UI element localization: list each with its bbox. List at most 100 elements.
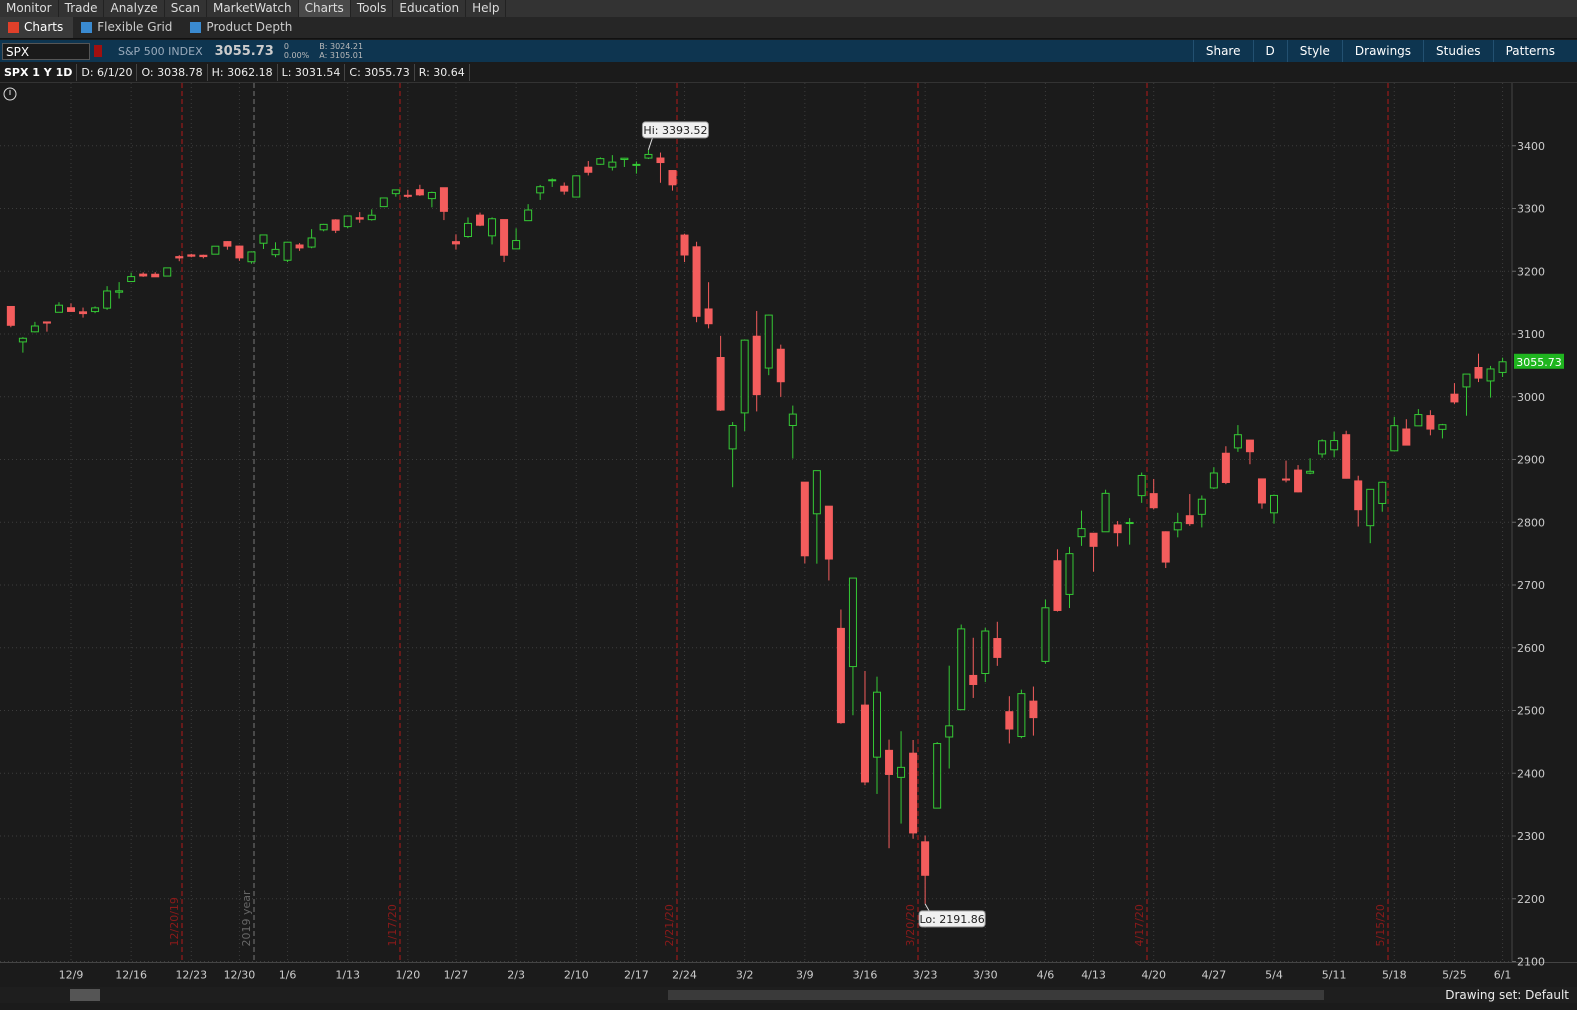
candle-body [776, 348, 785, 383]
candle-body [536, 186, 545, 194]
candle-body [1414, 414, 1423, 427]
candle-body [1426, 415, 1435, 430]
y-tick-label: 2700 [1517, 579, 1545, 592]
x-tick-label: 2/10 [564, 969, 589, 982]
link-icon[interactable] [94, 45, 102, 57]
x-tick-label: 2/17 [624, 969, 649, 982]
candle-body [488, 218, 497, 237]
event-label: 2019 year [240, 890, 253, 947]
candle-body [885, 749, 894, 775]
annotation-pointer [924, 903, 930, 912]
candle-body [415, 189, 424, 196]
toolbar-button[interactable]: Studies [1423, 40, 1493, 62]
y-tick-label: 3000 [1517, 391, 1545, 404]
candle-body [1029, 700, 1038, 719]
candle-body [235, 245, 244, 259]
candle-body [752, 335, 761, 396]
candle-body [427, 191, 436, 200]
tab[interactable]: Flexible Grid [73, 17, 182, 38]
x-tick-label: 12/16 [115, 969, 147, 982]
ask: A: 3105.01 [319, 51, 363, 60]
x-tick-label: 4/27 [1201, 969, 1226, 982]
scroll-button[interactable] [70, 989, 100, 1001]
y-tick-label: 2900 [1517, 454, 1545, 467]
candle-body [608, 161, 617, 168]
candle-body [1390, 425, 1399, 452]
candle-body [512, 240, 521, 250]
symbol-input[interactable]: SPX [2, 42, 90, 60]
candle-body [704, 308, 713, 325]
menu-item[interactable]: Monitor [0, 0, 59, 17]
candle-body [151, 273, 160, 278]
candle-body [211, 245, 220, 255]
candle-body [1330, 440, 1339, 451]
candle-body [656, 157, 665, 164]
annotation-box [641, 121, 709, 139]
info-field: O: 3038.78 [137, 64, 208, 81]
x-tick-label: 1/20 [395, 969, 420, 982]
candle-body [1101, 492, 1110, 533]
candle-body [800, 481, 809, 557]
candle-body [439, 187, 448, 212]
candle-body [163, 267, 172, 277]
toolbar-button[interactable]: D [1252, 40, 1287, 62]
bid: B: 3024.21 [319, 42, 364, 51]
candle-body [391, 189, 400, 195]
tab[interactable]: Charts [0, 17, 74, 38]
candle-body [199, 254, 208, 258]
info-field: H: 3062.18 [208, 64, 278, 81]
candle-body [271, 248, 280, 256]
chart: 2100 2200 2300 2400 2500 2600 2700 2800 2900 3000… [0, 83, 1577, 987]
menu-item[interactable]: Education [393, 0, 467, 17]
drawing-set: Drawing set: Default [1445, 988, 1569, 1002]
menu-item[interactable]: Charts [298, 0, 351, 17]
menu-item[interactable]: Trade [59, 0, 105, 17]
x-tick-label: 3/23 [913, 969, 938, 982]
candle-body [403, 194, 412, 197]
candle-body [921, 841, 930, 876]
menu-item[interactable]: Scan [165, 0, 207, 17]
candle-body [1125, 522, 1134, 525]
candle-body [331, 219, 340, 231]
menu-item[interactable]: Analyze [104, 0, 165, 17]
candle-body [812, 470, 821, 515]
candle-body [1486, 368, 1495, 382]
tab[interactable]: Product Depth [182, 17, 302, 38]
candle-body [1378, 481, 1387, 504]
tab-label: Product Depth [206, 20, 293, 34]
menu-item[interactable]: Help [466, 0, 507, 17]
candle-body [295, 244, 304, 249]
candle-body [1005, 711, 1014, 730]
symbol-description: S&P 500 INDEX [118, 44, 203, 58]
candle-body [1318, 440, 1327, 455]
candle-body [18, 337, 27, 343]
toolbar-button[interactable]: Share [1192, 40, 1253, 62]
annotation-box [918, 910, 986, 928]
candle-body [945, 725, 954, 738]
annotation-label: Hi: 3393.52 [643, 124, 707, 137]
y-tick-label: 2400 [1517, 767, 1545, 780]
tab-icon [8, 22, 19, 33]
candle-body [1402, 428, 1411, 446]
candle-body [1041, 607, 1050, 662]
candle-body [1065, 553, 1074, 595]
menu-item[interactable]: MarketWatch [207, 0, 299, 17]
candle-body [67, 307, 75, 312]
candle-body [103, 290, 112, 309]
candle-body [860, 704, 869, 783]
menu-item[interactable]: Tools [351, 0, 394, 17]
x-tick-label: 3/9 [796, 969, 814, 982]
candle-body [1342, 434, 1351, 479]
chart-label: SPX 1 Y 1D [0, 64, 78, 81]
toolbar-button[interactable]: Patterns [1492, 40, 1567, 62]
candle-body [54, 304, 63, 313]
toolbar-button[interactable]: Style [1286, 40, 1342, 62]
scrollbar[interactable] [668, 990, 1324, 1000]
candle-body [223, 241, 232, 247]
x-tick-label: 2/3 [507, 969, 525, 982]
x-tick-label: 1/13 [335, 969, 360, 982]
candle-body [175, 256, 184, 259]
x-tick-label: 12/9 [59, 969, 84, 982]
toolbar-button[interactable]: Drawings [1341, 40, 1423, 62]
